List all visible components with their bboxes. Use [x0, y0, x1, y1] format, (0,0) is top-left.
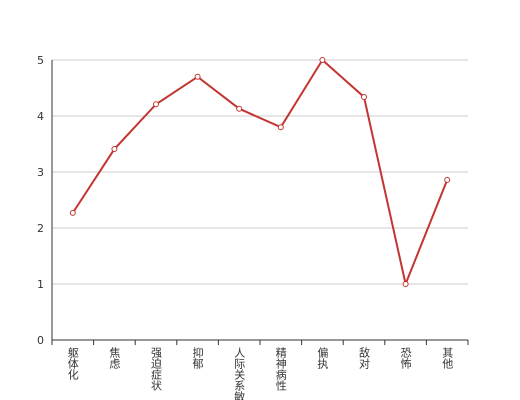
point [194, 73, 201, 80]
x-tick-label: 抑郁 [191, 346, 204, 369]
y-tick-label: 0 [37, 334, 44, 347]
point [236, 105, 243, 112]
x-tick-label: 焦虑 [108, 347, 121, 369]
point [319, 57, 326, 63]
x-tick-label: 其他 [441, 347, 454, 369]
y-tick-label: 2 [37, 222, 44, 235]
y-tick-label: 3 [37, 166, 44, 179]
point [361, 93, 367, 100]
point [111, 146, 118, 153]
point [69, 209, 76, 216]
y-tick-label: 1 [37, 278, 44, 291]
y-tick-label: 4 [37, 110, 44, 123]
x-tick-label: 躯体化 [66, 347, 79, 381]
point [277, 124, 284, 131]
point [444, 176, 451, 183]
x-tick-label: 强迫症状 [150, 347, 163, 391]
x-tick-label: 精神病性 [274, 347, 287, 392]
point [402, 281, 409, 287]
x-tick-label: 偏执 [316, 346, 329, 370]
x-tick-label: 敌对 [358, 346, 371, 369]
y-tick-label: 5 [37, 54, 44, 67]
x-tick-label: 人际关系敏感 [233, 347, 246, 400]
point [153, 101, 159, 108]
x-tick-label: 恐怖 [399, 347, 412, 369]
line [71, 58, 449, 288]
